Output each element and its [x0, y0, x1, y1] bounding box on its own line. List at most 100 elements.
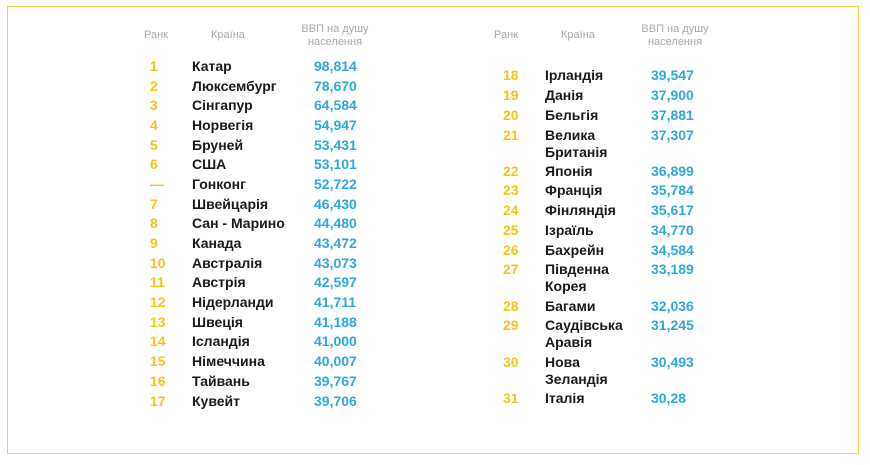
gdp-value: 37,307	[651, 127, 694, 143]
country-name: Нова Зеландія	[545, 354, 665, 388]
rank-number: 6	[150, 156, 158, 172]
country-name-line: Нідерланди	[192, 294, 274, 310]
gdp-value: 39,706	[314, 393, 357, 409]
rank-number: 29	[503, 317, 519, 333]
gdp-value: 39,767	[314, 373, 357, 389]
country-name: Швейцарія	[192, 196, 312, 213]
rank-number: 8	[150, 215, 158, 231]
rank-number: 3	[150, 97, 158, 113]
country-name-line: Данія	[545, 87, 584, 103]
left-gdp-header: ВВП на душу населення	[295, 23, 375, 49]
country-name-line: Японія	[545, 163, 593, 179]
country-name-line: Багами	[545, 298, 596, 314]
rank-number: 24	[503, 202, 519, 218]
country-name: Франція	[545, 182, 665, 199]
gdp-value: 78,670	[314, 78, 357, 94]
country-name-line: Кувейт	[192, 393, 241, 409]
gdp-value: 43,472	[314, 235, 357, 251]
country-name: Люксембург	[192, 78, 312, 95]
rank-number: 10	[150, 255, 166, 271]
country-name-line: Люксембург	[192, 78, 277, 94]
country-name: Тайвань	[192, 373, 312, 390]
country-name-line: Південна	[545, 261, 609, 277]
rank-number: 18	[503, 67, 519, 83]
country-name: Канада	[192, 235, 312, 252]
country-name-line: Австрія	[192, 274, 246, 290]
gdp-value: 41,188	[314, 314, 357, 330]
rank-number: 23	[503, 182, 519, 198]
left-gdp-header-line1: ВВП на душу	[301, 23, 369, 35]
country-name-line: Ірландія	[545, 67, 604, 83]
gdp-value: 41,000	[314, 333, 357, 349]
gdp-value: 40,007	[314, 353, 357, 369]
gdp-value: 37,900	[651, 87, 694, 103]
country-name: Ісландія	[192, 333, 312, 350]
country-name: Італія	[545, 390, 665, 407]
right-rank-header: Ранк	[494, 29, 518, 41]
country-name: Нідерланди	[192, 294, 312, 311]
table-frame	[7, 6, 859, 454]
country-name-line: Швеція	[192, 314, 243, 330]
rank-number: 30	[503, 354, 519, 370]
country-name-line: Тайвань	[192, 373, 250, 389]
country-name-line: Швейцарія	[192, 196, 269, 212]
gdp-value: 53,101	[314, 156, 357, 172]
gdp-value: 39,547	[651, 67, 694, 83]
gdp-value: 30,28	[651, 390, 687, 406]
gdp-value: 32,036	[651, 298, 694, 314]
country-name: Австрія	[192, 274, 312, 291]
country-name: Сан - Марино	[192, 215, 312, 232]
rank-number: 19	[503, 87, 519, 103]
gdp-value: 64,584	[314, 97, 357, 113]
gdp-value: 54,947	[314, 117, 357, 133]
gdp-value: 44,480	[314, 215, 357, 231]
country-name: Ізраїль	[545, 222, 665, 239]
country-name-line: США	[192, 156, 227, 172]
country-name-line: Бруней	[192, 137, 244, 153]
gdp-value: 34,770	[651, 222, 694, 238]
country-name-line: Аравія	[545, 334, 593, 350]
country-name: Бруней	[192, 137, 312, 154]
gdp-value: 30,493	[651, 354, 694, 370]
country-name-line: Сінгапур	[192, 97, 253, 113]
rank-number: 9	[150, 235, 158, 251]
rank-number: 1	[150, 58, 158, 74]
rank-number: 27	[503, 261, 519, 277]
country-name: Велика Британія	[545, 127, 665, 161]
rank-number: 4	[150, 117, 158, 133]
rank-number: 22	[503, 163, 519, 179]
rank-number: 11	[150, 274, 165, 290]
gdp-value: 42,597	[314, 274, 357, 290]
rank-number: —	[150, 176, 164, 192]
country-name: Кувейт	[192, 393, 312, 410]
country-name-line: Зеландія	[545, 371, 608, 387]
country-name: Австралія	[192, 255, 312, 272]
rank-number: 15	[150, 353, 166, 369]
country-name-line: Саудівська	[545, 317, 623, 333]
country-name: Південна Корея	[545, 261, 665, 295]
country-name-line: Катар	[192, 58, 232, 74]
gdp-value: 35,617	[651, 202, 694, 218]
right-gdp-header-line1: ВВП на душу	[641, 23, 709, 35]
gdp-value: 41,711	[314, 294, 357, 310]
country-name-line: Корея	[545, 278, 587, 294]
country-name-line: Бельгія	[545, 107, 599, 123]
country-name: Сінгапур	[192, 97, 312, 114]
country-name-line: Британія	[545, 144, 608, 160]
country-name: США	[192, 156, 312, 173]
country-name-line: Гонконг	[192, 176, 246, 192]
left-gdp-header-line2: населення	[307, 36, 363, 48]
rank-number: 12	[150, 294, 166, 310]
gdp-value: 35,784	[651, 182, 694, 198]
gdp-value: 52,722	[314, 176, 357, 192]
country-name: Гонконг	[192, 176, 312, 193]
country-name: Саудівська Аравія	[545, 317, 665, 351]
right-gdp-header: ВВП на душу населення	[635, 23, 715, 49]
country-name-line: Норвегія	[192, 117, 254, 133]
country-name: Німеччина	[192, 353, 312, 370]
country-name-line: Німеччина	[192, 353, 265, 369]
rank-number: 2	[150, 78, 158, 94]
country-name: Норвегія	[192, 117, 312, 134]
gdp-value: 98,814	[314, 58, 357, 74]
rank-number: 17	[150, 393, 166, 409]
